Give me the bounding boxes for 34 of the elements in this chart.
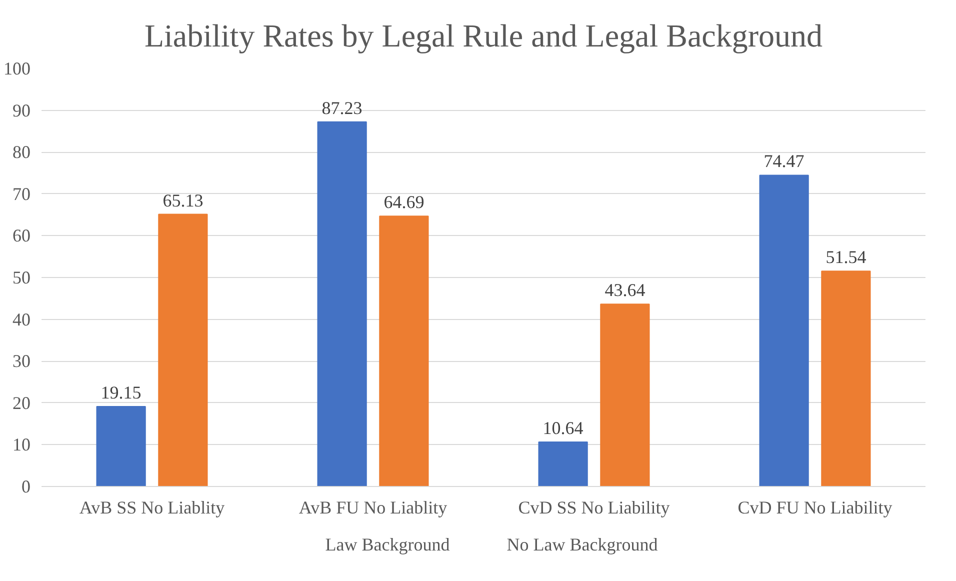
data-label: 65.13 <box>162 190 204 210</box>
bar <box>538 442 588 486</box>
data-label: 19.15 <box>100 382 142 402</box>
x-tick-label: CvD FU No Liability <box>738 498 892 518</box>
y-tick-label: 20 <box>12 392 30 413</box>
chart-title: Liability Rates by Legal Rule and Legal Background <box>144 18 823 54</box>
text: Law Background <box>325 534 450 556</box>
data-label: 87.23 <box>322 98 362 118</box>
y-tick-label: 50 <box>12 268 30 288</box>
x-tick-label: AvB FU No Liablity <box>298 498 448 518</box>
y-tick-label: 40 <box>12 309 30 330</box>
data-label: 10.64 <box>542 418 584 438</box>
data-label: 74.47 <box>764 151 804 172</box>
y-tick-label: 0 <box>22 476 30 496</box>
data-label: 64.69 <box>384 192 424 212</box>
y-tick-label: 80 <box>12 142 30 162</box>
text: No Law Background <box>506 534 658 556</box>
y-tick-label: 30 <box>12 351 30 372</box>
bar <box>317 121 367 486</box>
bar <box>821 270 871 486</box>
bar <box>600 304 650 486</box>
data-label: 51.54 <box>826 247 866 268</box>
bar <box>759 174 809 486</box>
y-tick-label: 90 <box>12 100 30 120</box>
y-tick-label: 70 <box>12 184 30 204</box>
x-tick-label: CvD SS No Liability <box>518 498 670 518</box>
x-tick-label: AvB SS No Liablity <box>79 498 225 518</box>
bar <box>96 406 146 486</box>
y-tick-label: 10 <box>12 434 30 455</box>
y-tick-label: 60 <box>12 226 30 246</box>
bar <box>158 214 208 486</box>
data-label: 43.64 <box>604 280 646 300</box>
y-tick-label: 100 <box>4 58 30 78</box>
bar <box>379 216 429 486</box>
